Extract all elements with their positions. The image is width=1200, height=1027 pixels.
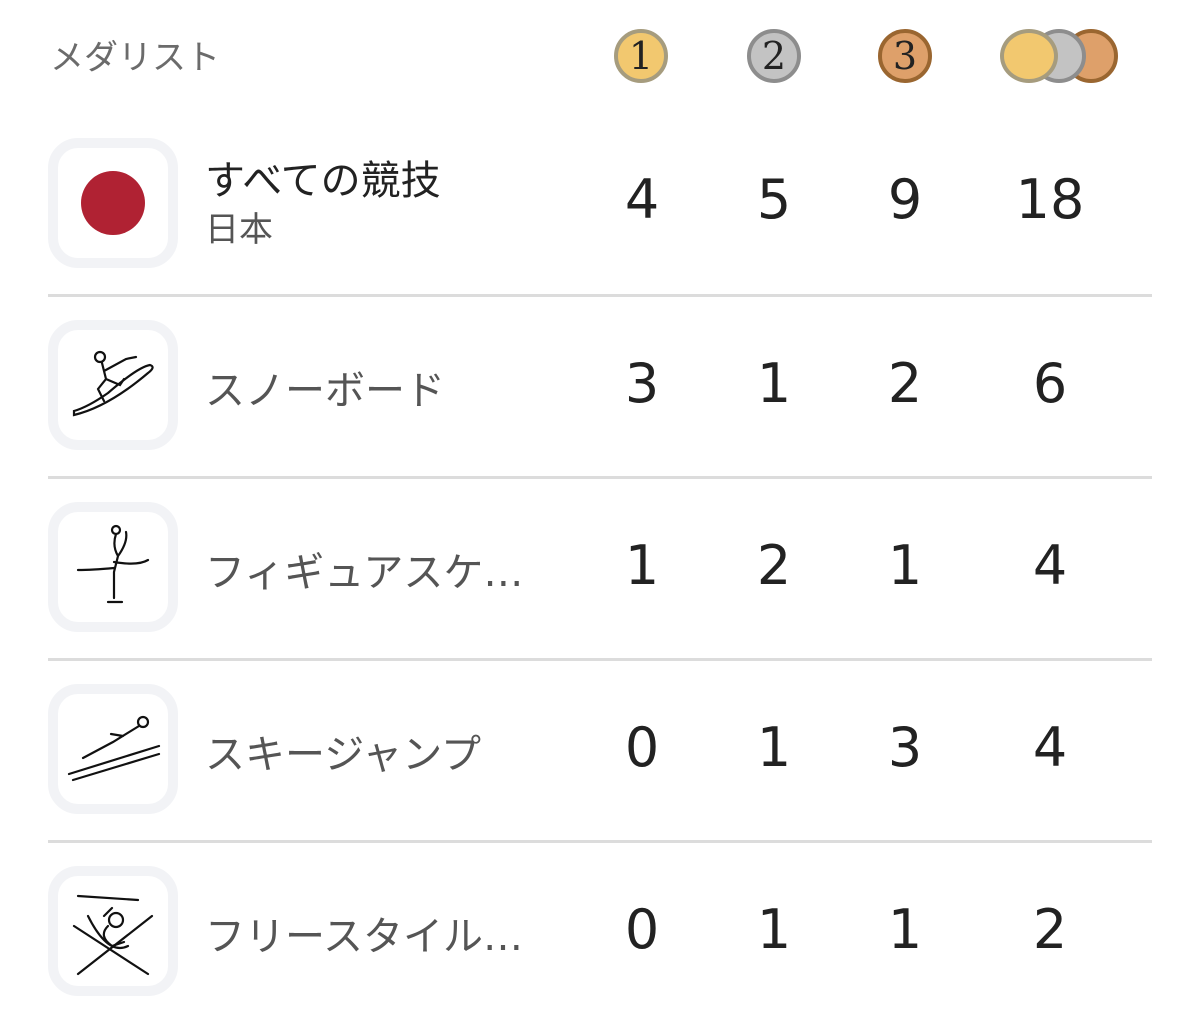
country-name: 日本 — [205, 210, 273, 250]
bronze-medal-icon: 3 — [878, 29, 932, 83]
silver-medal-icon: 2 — [747, 29, 801, 83]
sport-name: フィギュアスケ… — [205, 550, 524, 596]
gold-count: 1 — [624, 534, 660, 597]
row-divider — [48, 476, 1152, 479]
gold-count: 0 — [624, 716, 660, 779]
bronze-label: 3 — [892, 34, 918, 78]
gold-count: 4 — [624, 168, 660, 231]
japan-flag-icon — [48, 138, 178, 268]
gold-medal-icon: 1 — [614, 29, 668, 83]
total-row[interactable]: すべての競技 日本 4 5 9 18 — [0, 0, 1200, 268]
total-count: 2 — [1032, 898, 1068, 961]
figure-skating-icon — [48, 502, 178, 632]
bronze-count: 1 — [887, 534, 923, 597]
bronze-count: 3 — [887, 716, 923, 779]
silver-label: 2 — [761, 34, 787, 78]
sport-row[interactable]: フィギュアスケ… 1 2 1 4 — [0, 364, 1200, 632]
silver-count: 2 — [756, 534, 792, 597]
silver-count: 1 — [756, 352, 792, 415]
row-divider — [48, 840, 1152, 843]
sport-row[interactable]: フリースタイル… 0 1 1 2 — [0, 728, 1200, 996]
total-count: 6 — [1032, 352, 1068, 415]
snowboard-icon — [48, 320, 178, 450]
silver-count: 1 — [756, 716, 792, 779]
ski-jumping-icon — [48, 684, 178, 814]
bronze-count: 9 — [887, 168, 923, 231]
medal-table-header: メダリスト 1 2 3 — [0, 0, 1200, 110]
silver-count: 1 — [756, 898, 792, 961]
total-count: 4 — [1032, 534, 1068, 597]
sport-row[interactable]: スノーボード 3 1 2 6 — [0, 182, 1200, 450]
gold-count: 3 — [624, 352, 660, 415]
gold-label: 1 — [628, 34, 654, 78]
bronze-count: 1 — [887, 898, 923, 961]
freestyle-skiing-icon — [48, 866, 178, 996]
gold-count: 0 — [624, 898, 660, 961]
total-count: 4 — [1032, 716, 1068, 779]
bronze-count: 2 — [887, 352, 923, 415]
sport-name: スキージャンプ — [205, 732, 481, 778]
row-divider — [48, 294, 1152, 297]
total-count: 18 — [1015, 168, 1085, 231]
sport-name: フリースタイル… — [205, 914, 523, 960]
silver-count: 5 — [756, 168, 792, 231]
sport-row[interactable]: スキージャンプ 0 1 3 4 — [0, 546, 1200, 814]
sport-name: スノーボード — [205, 368, 445, 414]
row-divider — [48, 658, 1152, 661]
medalist-title: メダリスト — [50, 38, 220, 78]
all-events-title: すべての競技 — [205, 158, 441, 204]
